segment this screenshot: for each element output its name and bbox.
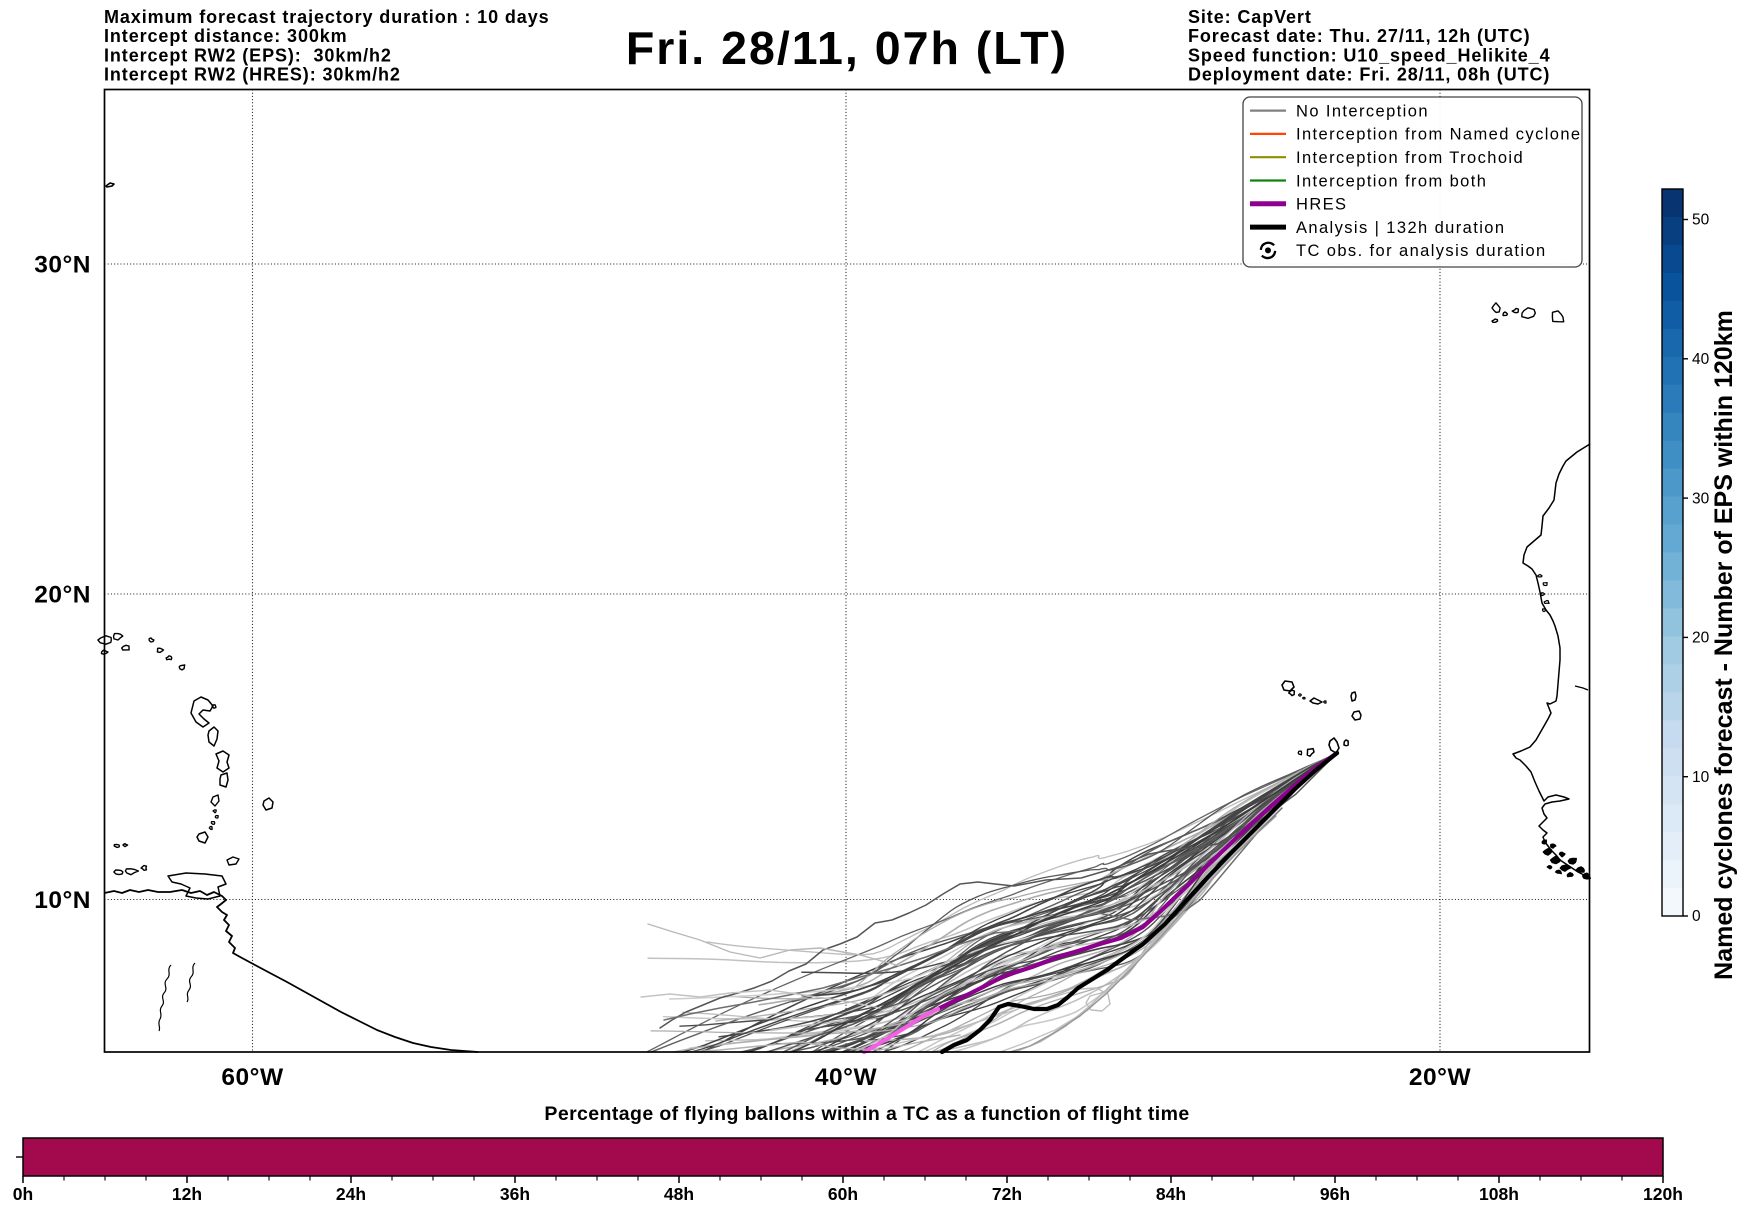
svg-text:96h: 96h [1320,1184,1350,1204]
svg-text:0h: 0h [13,1184,33,1204]
svg-text:72h: 72h [992,1184,1022,1204]
svg-text:20: 20 [1692,630,1710,647]
svg-text:0: 0 [1692,908,1701,925]
svg-text:Intercept RW2 (EPS): 30km/h2: Intercept RW2 (EPS): 30km/h2 [104,45,392,65]
svg-text:Forecast date: Thu. 27/11, 12h: Forecast date: Thu. 27/11, 12h (UTC) [1188,26,1530,46]
svg-text:Named cyclones forecast - Numb: Named cyclones forecast - Number of EPS … [1710,310,1738,980]
svg-text:Interception from Named cyclon: Interception from Named cyclone [1296,126,1582,144]
svg-text:36h: 36h [500,1184,530,1204]
svg-text:48h: 48h [664,1184,694,1204]
svg-text:Intercept RW2 (HRES): 30km/h2: Intercept RW2 (HRES): 30km/h2 [104,65,401,85]
svg-text:60°W: 60°W [221,1064,284,1091]
svg-text:Percentage of flying ballons w: Percentage of flying ballons within a TC… [544,1103,1189,1125]
svg-text:10: 10 [1692,769,1710,786]
svg-text:40: 40 [1692,351,1710,368]
svg-text:20°N: 20°N [34,582,91,609]
svg-text:60h: 60h [828,1184,858,1204]
svg-text:20°W: 20°W [1409,1064,1472,1091]
svg-text:No Interception: No Interception [1296,102,1429,120]
svg-text:30°N: 30°N [34,252,91,279]
svg-text:24h: 24h [336,1184,366,1204]
svg-text:120h: 120h [1643,1184,1683,1204]
svg-text:Interception from Trochoid: Interception from Trochoid [1296,149,1524,167]
svg-text:Interception from both: Interception from both [1296,172,1487,190]
svg-text:50: 50 [1692,212,1710,229]
svg-text:30: 30 [1692,490,1710,507]
svg-text:40°W: 40°W [815,1064,878,1091]
svg-text:Maximum forecast trajectory du: Maximum forecast trajectory duration : 1… [104,7,550,27]
svg-text:Deployment date: Fri. 28/11, 0: Deployment date: Fri. 28/11, 08h (UTC) [1188,65,1550,85]
svg-text:Analysis | 132h duration: Analysis | 132h duration [1296,219,1505,237]
svg-text:Fri. 28/11, 07h (LT): Fri. 28/11, 07h (LT) [626,22,1068,74]
svg-text:Speed function: U10_speed_Heli: Speed function: U10_speed_Helikite_4 [1188,45,1551,65]
svg-text:TC obs. for analysis duration: TC obs. for analysis duration [1296,242,1547,260]
svg-text:108h: 108h [1479,1184,1519,1204]
svg-text:10°N: 10°N [34,887,91,914]
svg-text:Intercept distance: 300km: Intercept distance: 300km [104,26,348,46]
svg-text:84h: 84h [1156,1184,1186,1204]
svg-text:Site: CapVert: Site: CapVert [1188,7,1312,27]
svg-text:12h: 12h [172,1184,202,1204]
svg-text:HRES: HRES [1296,196,1347,214]
